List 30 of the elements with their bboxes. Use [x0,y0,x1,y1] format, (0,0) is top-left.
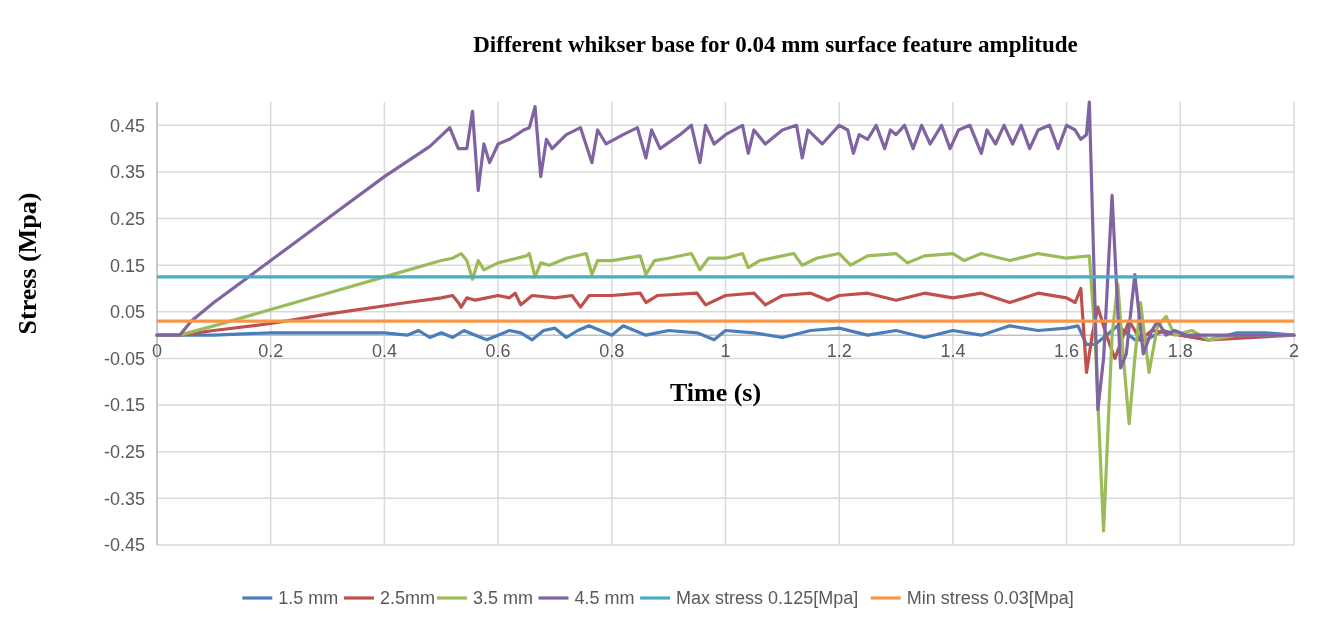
x-tick-label: 1.6 [1054,340,1080,361]
y-tick-label: 0.25 [109,208,145,229]
y-tick-label: 0.05 [109,302,145,323]
y-tick-label: -0.05 [103,348,145,369]
x-axis-title: Time (s) [669,378,762,407]
x-tick-label: 2 [1288,340,1300,361]
x-tick-label: 0.6 [485,340,511,361]
legend-label: Max stress 0.125[Mpa] [676,588,859,609]
legend-label: 4.5 mm [574,588,635,609]
legend-label: 1.5 mm [278,588,339,609]
y-tick-label: 0.45 [109,115,145,136]
x-tick-label: 0.4 [371,340,397,361]
y-tick-label: -0.25 [103,442,145,463]
y-tick-label: -0.35 [103,488,145,509]
x-tick-label: 0 [151,340,163,361]
y-tick-label: 0.15 [109,255,145,276]
x-tick-label: 1.2 [826,340,852,361]
x-tick-label: 1.8 [1167,340,1193,361]
chart-title: Different whikser base for 0.04 mm surface feature amplitude [473,32,1078,57]
y-axis-title: Stress (Mpa) [13,192,42,335]
x-tick-label: 0.2 [258,340,284,361]
y-tick-label: -0.15 [103,395,145,416]
y-tick-label: 0.35 [109,162,145,183]
legend-label: Min stress 0.03[Mpa] [906,588,1074,609]
x-tick-label: 0.8 [599,340,625,361]
x-tick-label: 1 [720,340,731,361]
legend-label: 3.5 mm [472,588,533,609]
legend-label: 2.5mm [379,588,435,609]
x-tick-label: 1.4 [940,340,966,361]
y-tick-label: -0.45 [103,535,145,556]
